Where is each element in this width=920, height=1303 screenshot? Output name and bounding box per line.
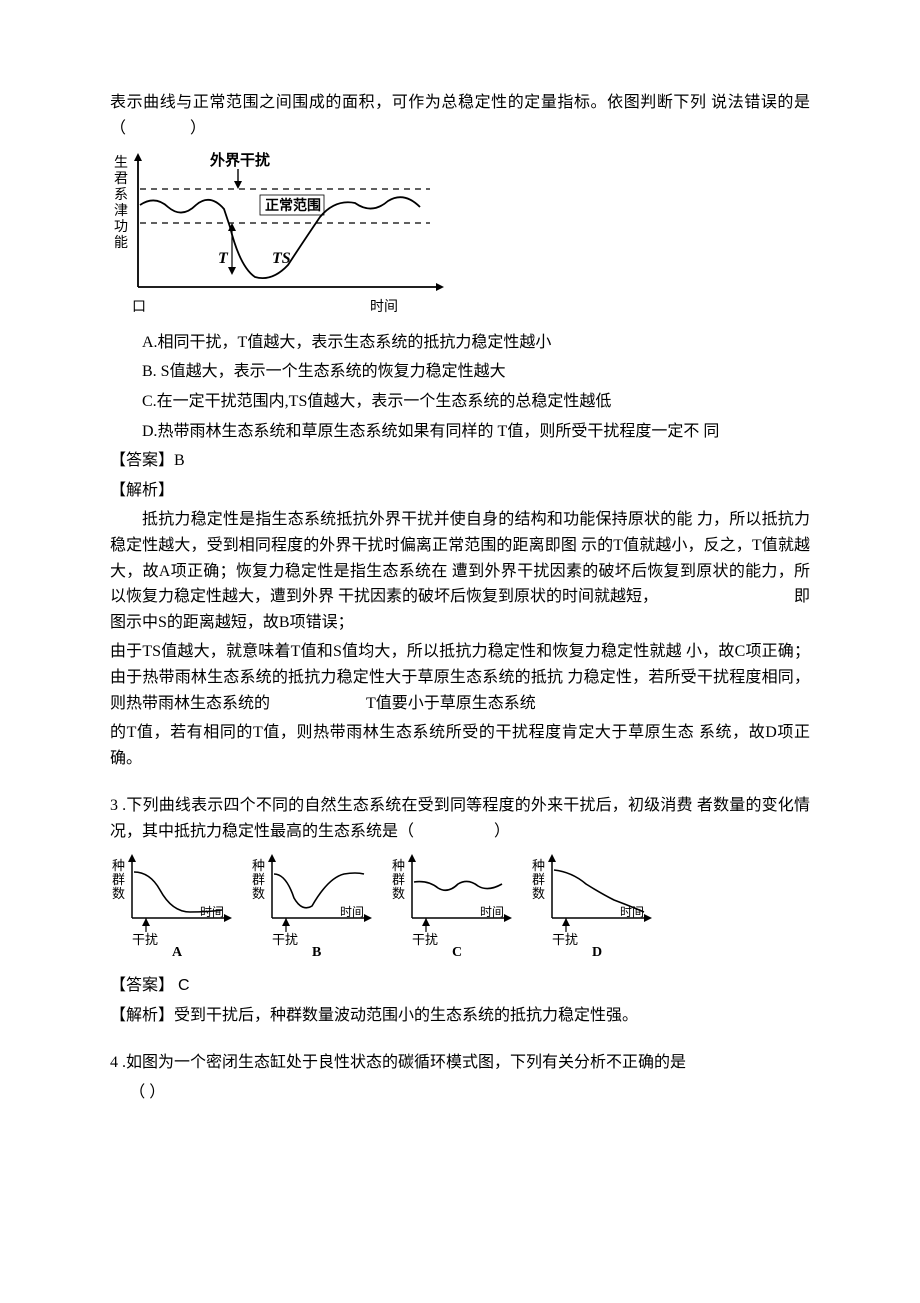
svg-text:数: 数 <box>532 886 545 901</box>
ylabel-4: 功 <box>114 219 128 235</box>
q2-answer: 【答案】B <box>110 448 810 474</box>
q4-paren: （ ） <box>129 1080 810 1106</box>
svg-text:种: 种 <box>392 858 405 873</box>
panel-c: 种 群 数 时间 干扰 C <box>392 854 512 960</box>
q2-exp3: 的T值，若有相同的T值，则热带雨林生态系统所受的干扰程度肯定大于草原生态 系统，… <box>110 720 810 771</box>
svg-text:时间: 时间 <box>620 905 644 919</box>
ylabel-2: 系 <box>114 187 128 203</box>
y-arrow <box>134 153 142 161</box>
svg-text:干扰: 干扰 <box>412 932 438 947</box>
q3-diagram: 种 群 数 时间 干扰 A 种 群 数 <box>110 850 810 969</box>
x-arrow <box>436 283 444 291</box>
ylabel-1: 君 <box>114 172 128 187</box>
svg-text:干扰: 干扰 <box>272 932 298 947</box>
svg-text:群: 群 <box>392 872 405 887</box>
q3-answer-text: 【答案】 <box>110 977 178 994</box>
svg-text:种: 种 <box>532 858 545 873</box>
q2-exp2: 由于TS值越大，就意味着T值和S值均大，所以抵抗力稳定性和恢复力稳定性就越 小，… <box>110 639 810 716</box>
q3-svg: 种 群 数 时间 干扰 A 种 群 数 <box>110 850 670 960</box>
a-y1: 群 <box>112 872 125 887</box>
t-arrow-dn <box>228 267 236 275</box>
a-y2: 数 <box>112 886 125 901</box>
normal-label: 正常范围 <box>265 197 321 214</box>
box-char: 口 <box>132 300 146 315</box>
q2-exp-label: 【解析】 <box>110 478 810 504</box>
x-label: 时间 <box>370 299 398 315</box>
ylabel-5: 能 <box>114 235 128 251</box>
svg-text:时间: 时间 <box>480 905 504 919</box>
a-y0: 种 <box>112 858 125 873</box>
q3-exp: 【解析】受到干扰后，种群数量波动范围小的生态系统的抵抗力稳定性强。 <box>110 1003 810 1029</box>
q2-optD: D.热带雨林生态系统和草原生态系统如果有同样的 T值，则所受干扰程度一定不 同 <box>142 419 810 445</box>
svg-text:群: 群 <box>532 872 545 887</box>
q2-optC: C.在一定干扰范围内,TS值越大，表示一个生态系统的总稳定性越低 <box>142 389 810 415</box>
panel-b: 种 群 数 时间 干扰 B <box>252 854 372 960</box>
top-label: 外界干扰 <box>209 151 270 169</box>
svg-text:干扰: 干扰 <box>552 932 578 947</box>
gap1 <box>110 775 810 793</box>
q3-answer: 【答案】 C <box>110 973 810 999</box>
q2-svg: 生 君 系 津 功 能 外界干扰 正常范围 T <box>110 147 480 317</box>
ylabel-3: 津 <box>114 203 128 219</box>
svg-text:D: D <box>592 945 602 960</box>
q2-exp1: 抵抗力稳定性是指生态系统抵抗外界干扰并使自身的结构和功能保持原状的能 力，所以抵… <box>110 507 810 635</box>
svg-text:时间: 时间 <box>340 905 364 919</box>
q2-diagram: 生 君 系 津 功 能 外界干扰 正常范围 T <box>110 147 810 326</box>
q3-stem: 3 .下列曲线表示四个不同的自然生态系统在受到同等程度的外来干扰后，初级消费 者… <box>110 793 810 844</box>
q3-answer-letter: C <box>178 977 190 994</box>
svg-text:B: B <box>312 945 321 960</box>
a-dist: 干扰 <box>132 932 158 947</box>
t-label: T <box>218 250 229 267</box>
a-xl: 时间 <box>200 905 224 919</box>
gap2 <box>110 1032 810 1050</box>
panel-a: 种 群 数 时间 干扰 A <box>112 854 232 960</box>
svg-text:C: C <box>452 945 462 960</box>
svg-text:数: 数 <box>392 886 405 901</box>
document-page: 表示曲线与正常范围之间围成的面积，可作为总稳定性的定量指标。依图判断下列 说法错… <box>0 0 920 1303</box>
svg-text:群: 群 <box>252 872 265 887</box>
ylabel-0: 生 <box>114 155 128 171</box>
q2-intro: 表示曲线与正常范围之间围成的面积，可作为总稳定性的定量指标。依图判断下列 说法错… <box>110 90 810 141</box>
svg-text:数: 数 <box>252 886 265 901</box>
q4-stem: 4 .如图为一个密闭生态缸处于良性状态的碳循环模式图，下列有关分析不正确的是 <box>110 1050 810 1076</box>
q2-optA: A.相同干扰，T值越大，表示生态系统的抵抗力稳定性越小 <box>142 330 810 356</box>
ts-label: TS <box>272 250 291 267</box>
svg-text:种: 种 <box>252 858 265 873</box>
q2-optB: B. S值越大，表示一个生态系统的恢复力稳定性越大 <box>142 359 810 385</box>
panel-d: 种 群 数 时间 干扰 D <box>532 854 652 960</box>
a-letter: A <box>172 945 183 960</box>
top-arrow-head <box>234 181 242 189</box>
